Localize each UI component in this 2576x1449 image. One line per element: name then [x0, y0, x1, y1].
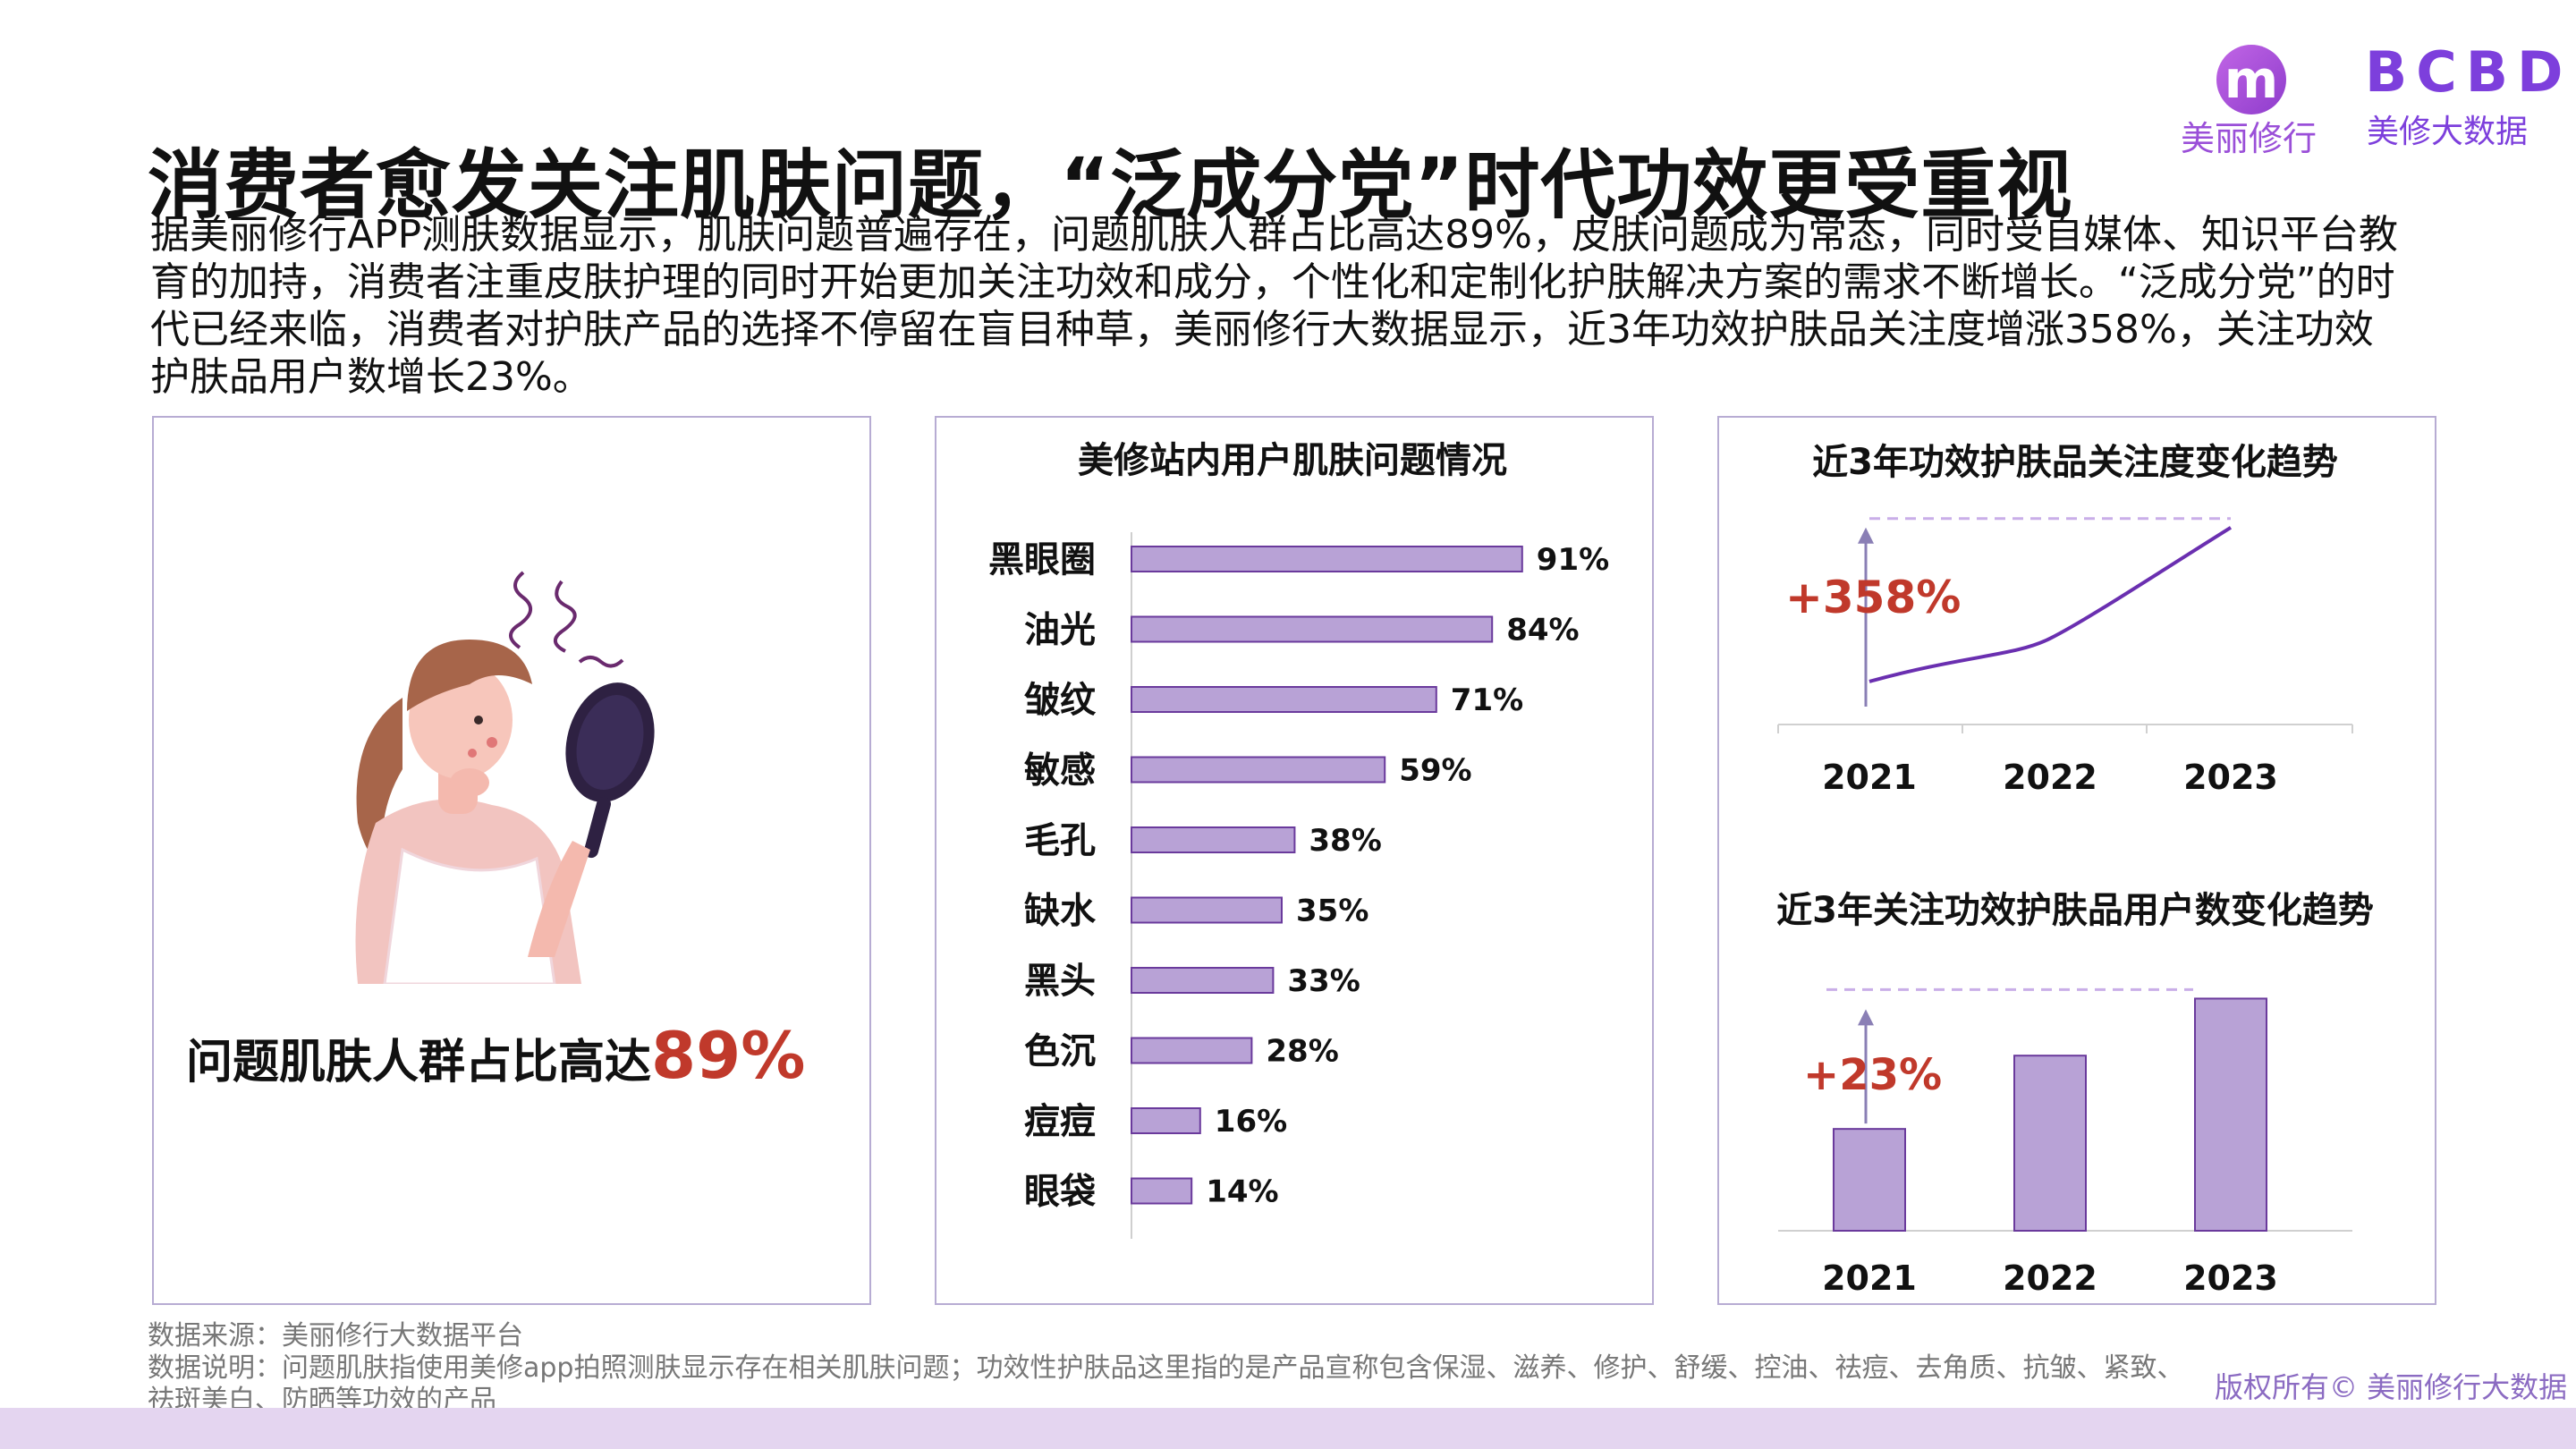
vbar-bar	[2013, 1055, 2087, 1232]
line-x-tick-label: 2023	[2183, 758, 2278, 797]
hbar-bar	[1131, 756, 1386, 784]
vbar-x-tick-label: 2021	[1822, 1258, 1917, 1297]
page-title: 消费者愈发关注肌肤问题，“泛成分党”时代功效更受重视	[148, 141, 2073, 229]
hbar-value-label: 38%	[1309, 823, 1381, 859]
hbar-bar	[1131, 967, 1275, 994]
problem-skin-stat-value: 89%	[651, 1018, 806, 1093]
line-growth-arrowhead	[1858, 527, 1874, 544]
hbar-value-label: 71%	[1451, 682, 1523, 718]
hbar-bar	[1131, 686, 1437, 713]
hbar-value-label: 28%	[1266, 1034, 1338, 1070]
meili-logo-mark: m	[2216, 45, 2286, 114]
hbar-category-label: 毛孔	[1024, 820, 1096, 861]
attention-trend-line-chart: +358% 2021 2022 2023	[1777, 517, 2353, 797]
vbar-annotation: +23%	[1803, 1050, 1942, 1100]
hbar-bar	[1131, 1177, 1193, 1205]
vbar-x-tick-label: 2022	[2003, 1258, 2097, 1297]
bottom-bar	[0, 1408, 2576, 1449]
data-source: 数据来源：美丽修行大数据平台	[148, 1320, 523, 1352]
hbar-bar	[1131, 1037, 1253, 1064]
hbar-value-label: 35%	[1296, 894, 1368, 929]
hbar-value-label: 33%	[1287, 963, 1360, 999]
hbar-bar	[1131, 826, 1296, 853]
copyright: 版权所有© 美丽修行大数据	[2215, 1370, 2568, 1404]
hbar-category-label: 油光	[1024, 610, 1096, 651]
hbar-bar	[1131, 546, 1523, 572]
attention-trend-chart-title: 近3年功效护肤品关注度变化趋势	[1812, 442, 2338, 483]
vbar-bar	[2194, 997, 2267, 1233]
hbar-value-label: 16%	[1215, 1104, 1287, 1140]
hbar-bar	[1131, 896, 1283, 924]
vbar-x-tick-label: 2023	[2183, 1258, 2278, 1297]
vbar-growth-arrowhead	[1858, 1009, 1874, 1026]
bcbd-logo-mark: BCBD	[2365, 39, 2572, 105]
meili-logo-text: 美丽修行	[2181, 119, 2318, 158]
skin-problems-bar-chart: 黑眼圈 91% 油光 84% 皱纹 71% 敏感 59% 毛孔 38% 缺水 35% 黑头 33% 色沉 28…	[988, 532, 1609, 1239]
hbar-category-label: 敏感	[1024, 750, 1096, 792]
line-x-tick-label: 2021	[1822, 758, 1917, 797]
intro-paragraph: 据美丽修行APP测肤数据显示，肌肤问题普遍存在，问题肌肤人群占比高达89%，皮肤…	[150, 212, 2398, 400]
hbar-value-label: 59%	[1399, 753, 1471, 789]
users-trend-chart-title: 近3年关注功效护肤品用户数变化趋势	[1776, 890, 2374, 931]
woman-mirror-illustration	[355, 571, 655, 984]
data-note-line1: 数据说明：问题肌肤指使用美修app拍照测肤显示存在相关肌肤问题；功效性护肤品这里…	[148, 1352, 2184, 1384]
hbar-category-label: 痘痘	[1024, 1101, 1096, 1142]
hbar-category-label: 黑头	[1024, 961, 1096, 1002]
bcbd-logo-text: 美修大数据	[2367, 114, 2529, 150]
hbar-value-label: 14%	[1206, 1174, 1278, 1210]
line-x-tick-label: 2022	[2003, 758, 2097, 797]
hbar-category-label: 黑眼圈	[988, 539, 1096, 580]
hbar-category-label: 缺水	[1024, 891, 1097, 932]
hbar-value-label: 91%	[1537, 542, 1609, 578]
users-trend-bar-chart: +23% 2021 2022 2023	[1778, 987, 2352, 1297]
hbar-category-label: 皱纹	[1024, 680, 1097, 721]
line-annotation: +358%	[1785, 572, 1961, 623]
vbar-bar	[1833, 1128, 1906, 1232]
hbar-value-label: 84%	[1506, 613, 1579, 648]
hbar-category-label: 眼袋	[1024, 1172, 1096, 1213]
hbar-bar	[1131, 1107, 1201, 1134]
problem-skin-stat: 问题肌肤人群占比高达89%	[186, 1018, 805, 1093]
skin-problems-chart-title: 美修站内用户肌肤问题情况	[1078, 440, 1507, 481]
problem-skin-stat-text: 问题肌肤人群占比高达	[186, 1036, 652, 1089]
hbar-bar	[1131, 615, 1494, 643]
hbar-category-label: 色沉	[1024, 1031, 1096, 1072]
